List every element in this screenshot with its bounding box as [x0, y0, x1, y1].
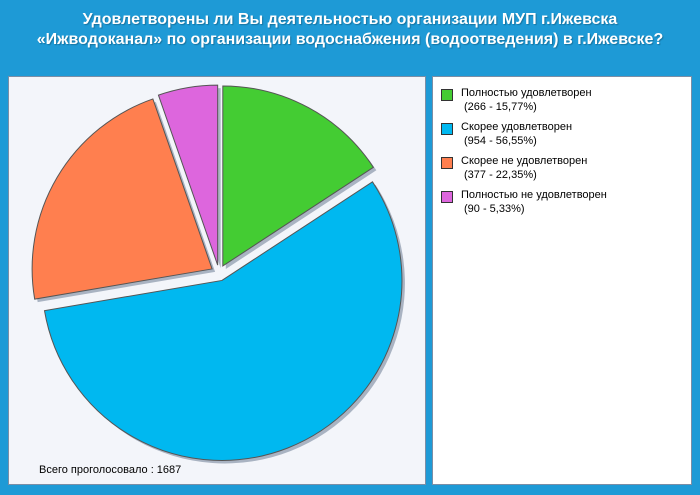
- pie-slice: [43, 181, 403, 461]
- chart-title: Удовлетворены ли Вы деятельностью органи…: [36, 11, 664, 48]
- legend-value: (266 - 15,77%): [464, 101, 537, 113]
- pie-chart: [31, 84, 405, 464]
- legend-label: Скорее не удовлетворен: [461, 155, 588, 167]
- legend-value: (90 - 5,33%): [464, 203, 525, 215]
- legend-label: Полностью не удовлетворен: [461, 189, 607, 201]
- legend: Полностью удовлетворен (266 - 15,77%) Ск…: [432, 76, 692, 485]
- legend-value: (954 - 56,55%): [464, 135, 537, 147]
- pie-slice: [222, 85, 375, 267]
- pie-slice: [31, 98, 213, 300]
- legend-swatch: [441, 157, 453, 169]
- legend-value: (377 - 22,35%): [464, 169, 537, 181]
- plot-area: Всего проголосовало : 1687: [8, 76, 426, 485]
- legend-label: Полностью удовлетворен: [461, 87, 592, 99]
- total-votes-label: Всего проголосовало : 1687: [39, 464, 182, 476]
- legend-swatch: [441, 89, 453, 101]
- pie-slice: [157, 84, 219, 266]
- legend-swatch: [441, 123, 453, 135]
- legend-label: Скорее удовлетворен: [461, 121, 573, 133]
- legend-swatch: [441, 191, 453, 203]
